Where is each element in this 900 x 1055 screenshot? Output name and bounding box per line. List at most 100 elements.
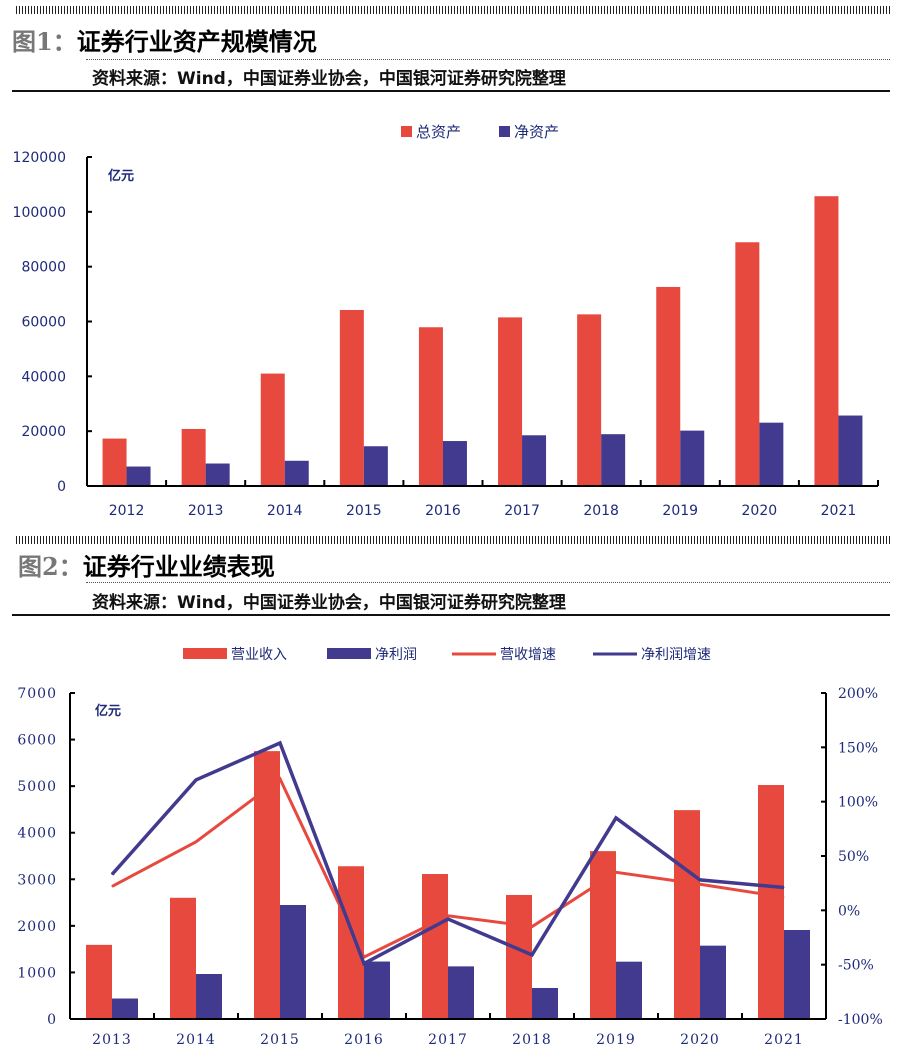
bar-total-assets-2020 xyxy=(735,242,760,486)
bar-revenue-2014 xyxy=(170,897,196,1019)
bar-total-assets-2016 xyxy=(418,327,443,486)
figure1-label: 图1： xyxy=(12,27,77,56)
legend-swatch-net-profit xyxy=(327,648,371,659)
figure2-label: 图2： xyxy=(18,552,83,581)
bar-net-assets-2019 xyxy=(680,430,705,486)
bar-net-profit-2015 xyxy=(280,904,306,1019)
bar-net-profit-2016 xyxy=(364,961,390,1019)
bar-revenue-2020 xyxy=(674,810,700,1019)
x-tick-label: 2013 xyxy=(188,503,224,519)
bar-revenue-2017 xyxy=(422,874,448,1019)
bar-revenue-2021 xyxy=(758,785,784,1019)
x-tick-label: 2012 xyxy=(109,503,145,519)
x-tick-label: 2014 xyxy=(267,503,303,519)
y2-tick-label: 150% xyxy=(838,740,878,756)
figure1-source: 资料来源：Wind，中国证券业协会，中国银河证券研究院整理 xyxy=(92,69,566,89)
y-tick-label: 7000 xyxy=(17,686,57,702)
bar-net-profit-2019 xyxy=(616,961,642,1019)
dotted-divider-2 xyxy=(86,582,890,583)
point-net-profit-growth-2016 xyxy=(363,963,365,965)
bar-net-assets-2017 xyxy=(522,435,547,486)
x-tick-label: 2021 xyxy=(821,503,857,519)
x-tick-label: 2018 xyxy=(583,503,619,519)
y-tick-label: 0 xyxy=(47,1012,57,1028)
bar-net-profit-2013 xyxy=(112,998,138,1019)
point-net-profit-growth-2015 xyxy=(279,742,281,744)
solid-divider xyxy=(12,90,890,92)
bar-revenue-2018 xyxy=(506,894,532,1019)
legend-label-total-assets: 总资产 xyxy=(416,123,461,141)
figure1-title: 证券行业资产规模情况 xyxy=(76,27,317,56)
y-tick-label: 6000 xyxy=(17,733,57,749)
point-net-profit-growth-2020 xyxy=(699,879,701,881)
point-net-profit-growth-2017 xyxy=(447,918,449,920)
y2-tick-label: 200% xyxy=(838,686,878,702)
point-net-profit-growth-2013 xyxy=(111,873,113,875)
bar-net-profit-2017 xyxy=(448,966,474,1019)
point-revenue-growth-2016 xyxy=(363,956,365,958)
y-tick-label: 40000 xyxy=(21,369,66,385)
bar-net-assets-2016 xyxy=(442,441,467,486)
y-tick-label: 3000 xyxy=(17,872,57,888)
point-revenue-growth-2013 xyxy=(111,885,113,887)
bar-total-assets-2012 xyxy=(102,438,127,486)
x-tick-label: 2017 xyxy=(504,503,540,519)
y-tick-label: 20000 xyxy=(21,424,66,440)
bar-net-assets-2014 xyxy=(284,460,309,486)
y2-tick-label: -50% xyxy=(838,958,874,974)
figure2-heading: 图2：证券行业业绩表现 xyxy=(18,547,275,582)
x-tick-label: 2019 xyxy=(596,1032,636,1048)
point-revenue-growth-2017 xyxy=(447,915,449,917)
solid-divider-2 xyxy=(12,614,890,616)
y-tick-label: 60000 xyxy=(21,315,66,331)
bar-net-profit-2018 xyxy=(532,987,558,1019)
bar-total-assets-2018 xyxy=(577,314,602,486)
x-tick-label: 2016 xyxy=(425,503,461,519)
y-tick-label: 120000 xyxy=(13,150,66,166)
point-revenue-growth-2018 xyxy=(531,926,533,928)
y2-tick-label: 0% xyxy=(838,903,860,919)
chart2-revenue-profit: 营业收入 净利润 营收增速 净利润增速 亿元 2013 2014 2015 2016 2… xyxy=(17,647,883,1048)
header-hatch-rule xyxy=(16,6,890,14)
point-net-profit-growth-2018 xyxy=(531,954,533,956)
y-tick-label: 1000 xyxy=(17,965,57,981)
bar-net-assets-2013 xyxy=(205,463,230,486)
legend-swatch-total-assets xyxy=(401,126,412,137)
bar-net-assets-2021 xyxy=(838,415,863,486)
bar-net-assets-2018 xyxy=(601,434,626,486)
y-tick-label: 100000 xyxy=(13,205,66,221)
y2-tick-label: 50% xyxy=(838,849,869,865)
point-net-profit-growth-2019 xyxy=(615,817,617,819)
y-tick-label: 4000 xyxy=(17,826,57,842)
figure2-title: 证券行业业绩表现 xyxy=(82,552,275,581)
legend-swatch-net-assets xyxy=(499,126,510,137)
bar-net-profit-2014 xyxy=(196,974,222,1019)
dotted-divider xyxy=(86,59,890,60)
x-tick-label: 2015 xyxy=(260,1032,300,1048)
x-tick-label: 2014 xyxy=(176,1032,216,1048)
bar-net-profit-2020 xyxy=(700,945,726,1019)
point-revenue-growth-2014 xyxy=(195,841,197,843)
y2-tick-label: 100% xyxy=(838,795,878,811)
bar-net-assets-2012 xyxy=(126,466,151,486)
figure2-source: 资料来源：Wind，中国证券业协会，中国银河证券研究院整理 xyxy=(92,593,566,613)
chart1-legend: 总资产 净资产 xyxy=(401,123,559,141)
bar-total-assets-2013 xyxy=(181,428,206,486)
legend-swatch-revenue xyxy=(183,648,227,659)
point-net-profit-growth-2021 xyxy=(783,887,785,889)
point-revenue-growth-2020 xyxy=(699,883,701,885)
y-tick-label: 5000 xyxy=(17,779,57,795)
point-revenue-growth-2019 xyxy=(615,871,617,873)
y-tick-label: 0 xyxy=(57,479,66,495)
x-tick-label: 2018 xyxy=(512,1032,552,1048)
bar-total-assets-2021 xyxy=(814,196,839,486)
x-tick-label: 2017 xyxy=(428,1032,468,1048)
bar-total-assets-2014 xyxy=(260,373,285,486)
legend-label-revenue: 营业收入 xyxy=(231,647,287,663)
legend-label-net-profit: 净利润 xyxy=(375,647,417,663)
y2-tick-label: -100% xyxy=(838,1012,883,1028)
x-tick-label: 2016 xyxy=(344,1032,384,1048)
chart2-legend: 营业收入 净利润 营收增速 净利润增速 xyxy=(183,647,711,663)
y-tick-label: 2000 xyxy=(17,919,57,935)
point-net-profit-growth-2014 xyxy=(195,779,197,781)
